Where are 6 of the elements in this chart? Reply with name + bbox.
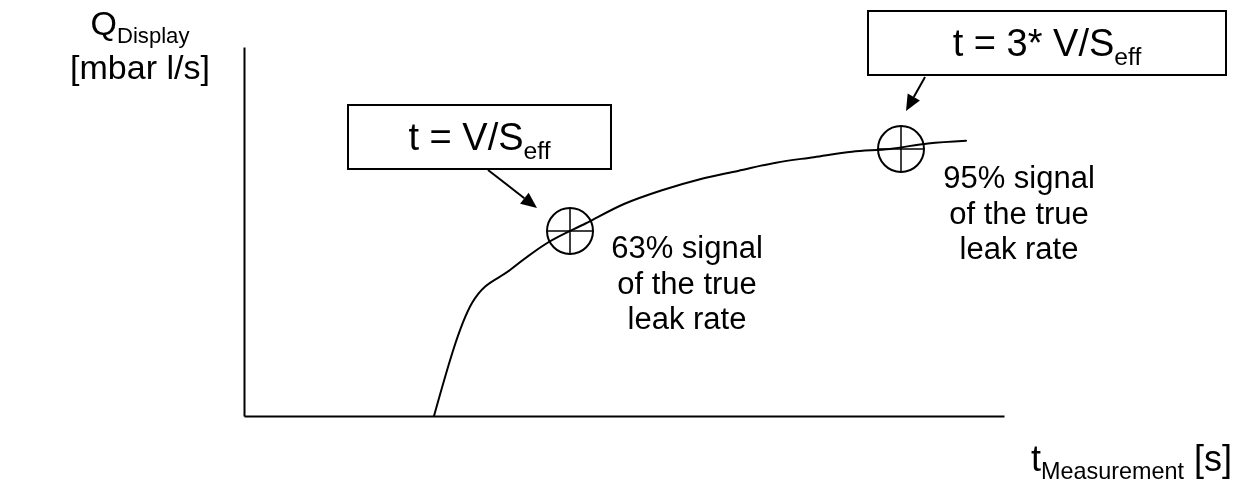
annotation: 63% signal of the true leak rate (610, 230, 764, 337)
annotation: t = V/S$_{eff}$ (347, 104, 612, 170)
x-axis-title: t$_{Measurement}$ [s] (1030, 438, 1232, 486)
annotation: 95% signal of the true leak rate (942, 160, 1096, 267)
text: t = 3* V/S$_{eff}$ (867, 10, 1227, 76)
y-axis-title: Q$_{Display}$ [mbar l/s] (69, 4, 211, 88)
